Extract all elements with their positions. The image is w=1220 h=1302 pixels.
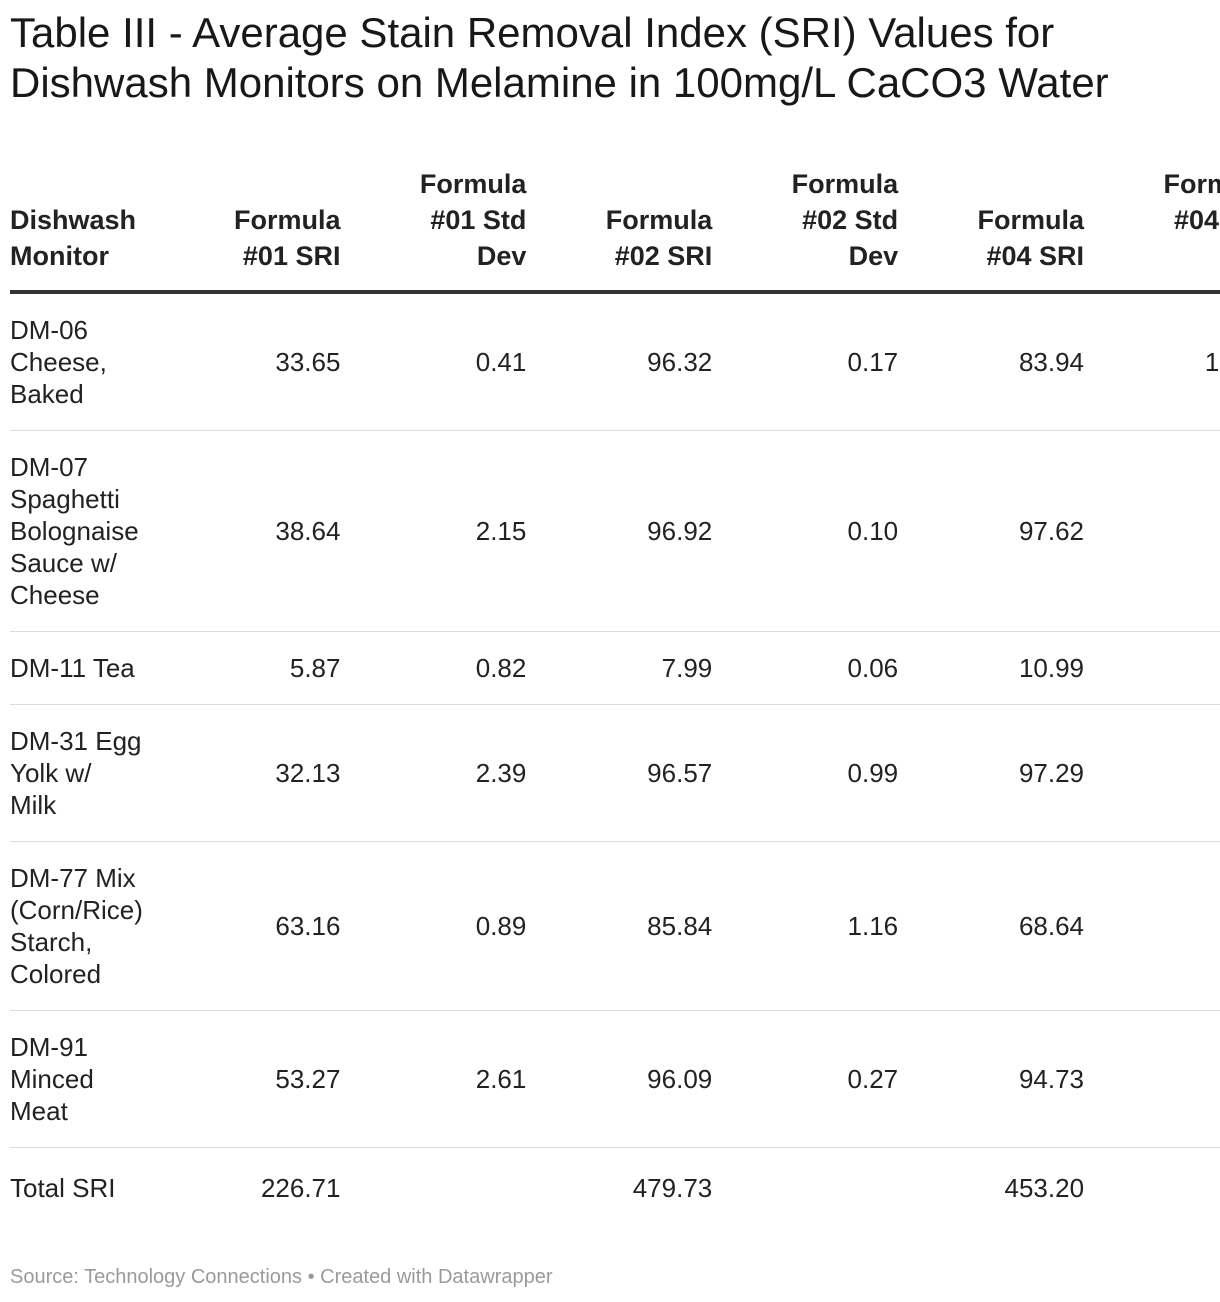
value-cell: 0.27 — [712, 1010, 899, 1148]
table-row: DM-07 Spaghetti Bolognaise Sauce w/ Chee… — [10, 430, 1220, 632]
column-header-label: Formula #02 SRI — [605, 205, 713, 271]
column-header[interactable]: Formula #02 Std Dev — [712, 160, 899, 294]
row-label-cell: DM-07 Spaghetti Bolognaise Sauce w/ Chee… — [10, 430, 155, 632]
value-cell: 13.27 — [1084, 292, 1220, 431]
value-cell: 53.27 — [154, 1010, 341, 1148]
column-header[interactable]: Formula #02 SRI — [526, 160, 713, 294]
column-header-label: Formula #04 SRI — [977, 205, 1085, 271]
data-table: Dishwash Monitor Formula #01 SRI Formula… — [10, 160, 1220, 1224]
source-note: Source: Technology Connections • Created… — [10, 1266, 553, 1288]
value-cell: 68.64 — [898, 841, 1085, 1011]
value-cell: 7.99 — [526, 631, 713, 705]
value-cell: 33.65 — [154, 292, 341, 431]
column-header[interactable]: Dishwash Monitor — [10, 160, 155, 294]
row-label-cell: Total SRI — [10, 1173, 116, 1203]
value-cell: 0.07 — [1084, 704, 1220, 842]
row-label-cell: DM-11 Tea — [10, 631, 155, 705]
value-cell: 0.17 — [712, 292, 899, 431]
value-cell: 97.62 — [898, 430, 1085, 632]
value-cell: 0.44 — [1084, 1010, 1220, 1148]
column-header[interactable]: Formula #01 SRI — [154, 160, 341, 294]
value-cell: 32.13 — [154, 704, 341, 842]
row-label-cell: DM-31 Egg Yolk w/ Milk — [10, 704, 155, 842]
value-cell: 96.32 — [526, 292, 713, 431]
row-label-cell: DM-77 Mix (Corn/Rice) Starch, Colored — [10, 841, 155, 1011]
table-row: DM-31 Egg Yolk w/ Milk 32.13 2.39 96.57 0.99… — [10, 704, 1220, 842]
value-cell: 2.39 — [340, 704, 527, 842]
table-body: DM-06 Cheese, Baked 33.65 0.41 96.32 0.17 83.… — [10, 292, 1220, 1224]
value-cell: 5.87 — [154, 631, 341, 705]
value-cell: 0.41 — [340, 292, 527, 431]
column-header[interactable]: Formula #04 Std Dev — [1084, 160, 1220, 294]
value-cell: 1.16 — [712, 841, 899, 1011]
value-cell: 0.82 — [340, 631, 527, 705]
value-cell: 226.71 — [260, 1173, 341, 1203]
value-cell: 453.20 — [1004, 1173, 1085, 1203]
value-cell: 94.73 — [898, 1010, 1085, 1148]
value-cell — [1084, 1148, 1220, 1225]
header-row: Dishwash Monitor Formula #01 SRI Formula… — [10, 160, 1220, 294]
row-label-cell: DM-91 Minced Meat — [10, 1010, 155, 1148]
value-cell: 0.41 — [1084, 631, 1220, 705]
value-cell: 479.73 — [632, 1173, 713, 1203]
value-cell: 83.94 — [898, 292, 1085, 431]
value-cell: 2.15 — [340, 430, 527, 632]
value-cell: 0.10 — [712, 430, 899, 632]
value-cell — [340, 1148, 526, 1225]
value-cell: 63.16 — [154, 841, 341, 1011]
value-cell: 10.99 — [898, 631, 1085, 705]
data-table-container: Dishwash Monitor Formula #01 SRI Formula… — [10, 160, 1220, 1224]
value-cell — [712, 1148, 898, 1225]
column-header-label: Formula #04 Std Dev — [1163, 169, 1220, 235]
value-cell: 0.99 — [712, 704, 899, 842]
value-cell: 2.56 — [1084, 841, 1220, 1011]
column-header-label: Formula #01 SRI — [233, 205, 341, 271]
value-cell: 0.06 — [1084, 430, 1220, 632]
table-row: DM-91 Minced Meat 53.27 2.61 96.09 0.27 94.73… — [10, 1010, 1220, 1148]
value-cell: 96.09 — [526, 1010, 713, 1148]
value-cell: 0.06 — [712, 631, 899, 705]
value-cell: 38.64 — [154, 430, 341, 632]
value-cell: 2.61 — [340, 1010, 527, 1148]
value-cell: 96.92 — [526, 430, 713, 632]
column-header-label: Formula #02 Std Dev — [791, 169, 899, 271]
column-header-label: Formula #01 Std Dev — [419, 169, 527, 271]
table-row: DM-77 Mix (Corn/Rice) Starch, Colored 63.… — [10, 841, 1220, 1011]
row-label-cell: DM-06 Cheese, Baked — [10, 292, 155, 431]
column-header[interactable]: Formula #04 SRI — [898, 160, 1085, 294]
column-header[interactable]: Formula #01 Std Dev — [340, 160, 527, 294]
value-cell: 0.89 — [340, 841, 527, 1011]
table-row: DM-06 Cheese, Baked 33.65 0.41 96.32 0.17 83.… — [10, 292, 1220, 431]
value-cell: 85.84 — [526, 841, 713, 1011]
table-row: Total SRI 226.71 479.73 453.20 — [10, 1148, 1220, 1225]
value-cell: 96.57 — [526, 704, 713, 842]
value-cell: 97.29 — [898, 704, 1085, 842]
table-title: Table III - Average Stain Removal Index … — [10, 9, 1109, 106]
